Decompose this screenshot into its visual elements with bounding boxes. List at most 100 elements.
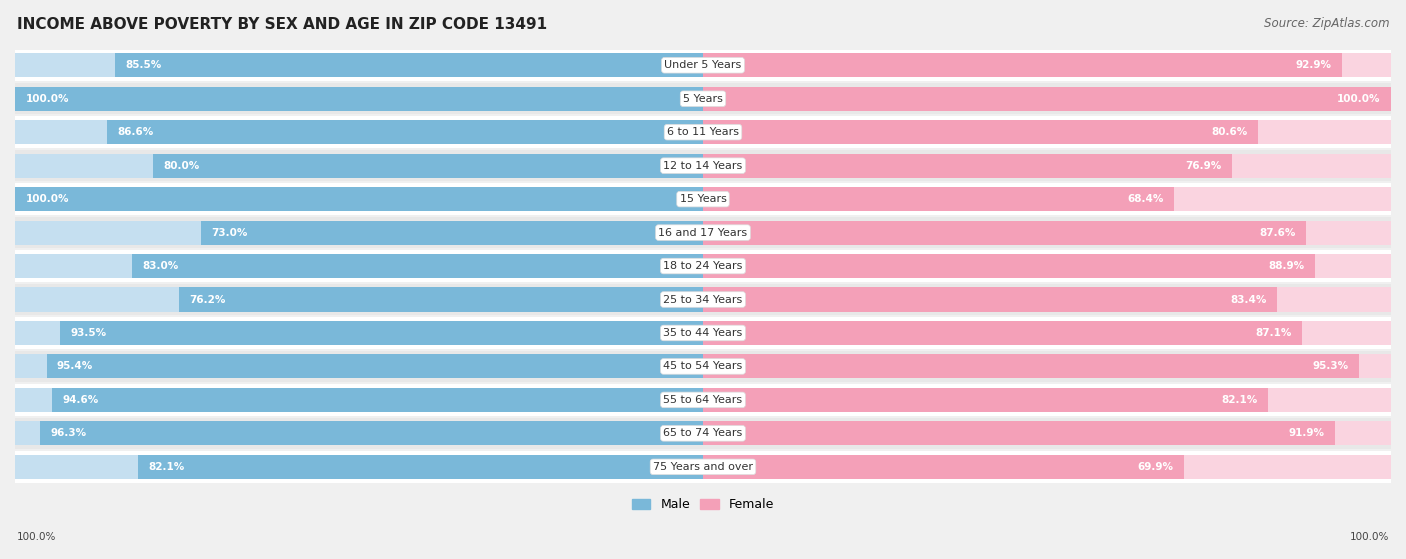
Bar	[703, 321, 1302, 345]
Bar	[703, 287, 1277, 311]
Text: 80.0%: 80.0%	[163, 160, 200, 170]
Text: 75 Years and over: 75 Years and over	[652, 462, 754, 472]
Bar	[15, 421, 703, 446]
Bar	[703, 388, 1268, 412]
Bar	[107, 120, 703, 144]
Bar	[703, 221, 1391, 245]
Text: 91.9%: 91.9%	[1289, 428, 1324, 438]
Text: 82.1%: 82.1%	[149, 462, 184, 472]
Text: 80.6%: 80.6%	[1211, 127, 1247, 137]
Bar	[15, 183, 1391, 215]
Bar	[703, 421, 1391, 446]
Bar	[703, 120, 1257, 144]
Bar	[703, 187, 1391, 211]
Bar	[703, 221, 1306, 245]
Text: Under 5 Years: Under 5 Years	[665, 60, 741, 70]
Bar	[201, 221, 703, 245]
Text: 100.0%: 100.0%	[1350, 532, 1389, 542]
Bar	[703, 287, 1391, 311]
Text: 16 and 17 Years: 16 and 17 Years	[658, 228, 748, 238]
Text: 86.6%: 86.6%	[118, 127, 153, 137]
Bar	[15, 418, 1391, 449]
Bar	[703, 187, 1174, 211]
Bar	[15, 154, 703, 178]
Bar	[15, 321, 703, 345]
Bar	[703, 455, 1184, 479]
Text: 85.5%: 85.5%	[125, 60, 162, 70]
Bar	[15, 384, 1391, 416]
Bar	[703, 53, 1391, 77]
Bar	[15, 284, 1391, 315]
Bar	[59, 321, 703, 345]
Bar	[703, 354, 1358, 378]
Text: 100.0%: 100.0%	[25, 94, 69, 104]
Bar	[15, 50, 1391, 81]
Bar	[703, 87, 1391, 111]
Bar	[15, 451, 1391, 482]
Text: INCOME ABOVE POVERTY BY SEX AND AGE IN ZIP CODE 13491: INCOME ABOVE POVERTY BY SEX AND AGE IN Z…	[17, 17, 547, 32]
Bar	[15, 187, 703, 211]
Text: 88.9%: 88.9%	[1268, 261, 1305, 271]
Text: 92.9%: 92.9%	[1296, 60, 1331, 70]
Text: 73.0%: 73.0%	[211, 228, 247, 238]
Text: 87.6%: 87.6%	[1258, 228, 1295, 238]
Text: 45 to 54 Years: 45 to 54 Years	[664, 362, 742, 371]
Bar	[115, 53, 703, 77]
Bar	[703, 254, 1315, 278]
Text: 76.9%: 76.9%	[1185, 160, 1222, 170]
Text: 94.6%: 94.6%	[62, 395, 98, 405]
Text: 87.1%: 87.1%	[1256, 328, 1292, 338]
Bar	[15, 354, 703, 378]
Text: 15 Years: 15 Years	[679, 194, 727, 204]
Bar	[703, 388, 1391, 412]
Bar	[15, 116, 1391, 148]
Bar	[46, 354, 703, 378]
Text: 76.2%: 76.2%	[188, 295, 225, 305]
Bar	[132, 254, 703, 278]
Text: 100.0%: 100.0%	[17, 532, 56, 542]
Bar	[15, 318, 1391, 349]
Bar	[15, 150, 1391, 181]
Text: 5 Years: 5 Years	[683, 94, 723, 104]
Bar	[15, 250, 1391, 282]
Text: 83.4%: 83.4%	[1230, 295, 1267, 305]
Bar	[41, 421, 703, 446]
Text: 93.5%: 93.5%	[70, 328, 107, 338]
Bar	[703, 53, 1343, 77]
Text: 100.0%: 100.0%	[1337, 94, 1381, 104]
Bar	[15, 287, 703, 311]
Bar	[179, 287, 703, 311]
Bar	[15, 254, 703, 278]
Text: 95.4%: 95.4%	[58, 362, 93, 371]
Bar	[15, 87, 703, 111]
Text: 82.1%: 82.1%	[1222, 395, 1257, 405]
Bar	[52, 388, 703, 412]
Text: 55 to 64 Years: 55 to 64 Years	[664, 395, 742, 405]
Bar	[15, 455, 703, 479]
Text: 100.0%: 100.0%	[25, 194, 69, 204]
Text: 65 to 74 Years: 65 to 74 Years	[664, 428, 742, 438]
Bar	[15, 388, 703, 412]
Text: 83.0%: 83.0%	[142, 261, 179, 271]
Bar	[703, 154, 1232, 178]
Bar	[703, 321, 1391, 345]
Text: Source: ZipAtlas.com: Source: ZipAtlas.com	[1264, 17, 1389, 30]
Text: 12 to 14 Years: 12 to 14 Years	[664, 160, 742, 170]
Bar	[703, 87, 1391, 111]
Bar	[703, 254, 1391, 278]
Text: 96.3%: 96.3%	[51, 428, 87, 438]
Bar	[15, 83, 1391, 115]
Bar	[15, 120, 703, 144]
Text: 6 to 11 Years: 6 to 11 Years	[666, 127, 740, 137]
Text: 18 to 24 Years: 18 to 24 Years	[664, 261, 742, 271]
Bar	[15, 87, 703, 111]
Bar	[138, 455, 703, 479]
Text: 25 to 34 Years: 25 to 34 Years	[664, 295, 742, 305]
Text: 95.3%: 95.3%	[1312, 362, 1348, 371]
Bar	[703, 455, 1391, 479]
Bar	[703, 154, 1391, 178]
Text: 68.4%: 68.4%	[1126, 194, 1163, 204]
Bar	[15, 217, 1391, 248]
Text: 69.9%: 69.9%	[1137, 462, 1174, 472]
Bar	[703, 120, 1391, 144]
